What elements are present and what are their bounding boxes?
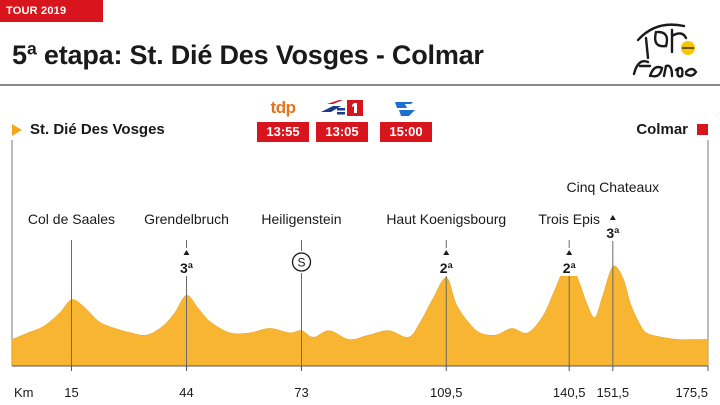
stage-title: 5ª etapa: St. Dié Des Vosges - Colmar <box>12 40 484 70</box>
mountain-icon <box>443 250 450 255</box>
teledeporte-icon <box>395 102 415 116</box>
climb-name: Grendelbruch <box>144 211 229 227</box>
x-tick-label: 151,5 <box>597 385 630 400</box>
sprint-icon <box>291 252 312 272</box>
start-town: St. Dié Des Vosges <box>30 121 165 138</box>
broadcast-la1: 13:05 <box>316 98 368 142</box>
climb-name: Col de Saales <box>28 211 115 227</box>
tdp-logo: tdp <box>270 98 296 117</box>
finish-town: Colmar <box>636 121 688 138</box>
broadcast-time: 15:00 <box>380 122 432 142</box>
start-label: St. Dié Des Vosges <box>12 121 165 138</box>
sprint-label: S <box>297 256 305 270</box>
climb-name: Heiligenstein <box>261 211 341 227</box>
tour-tag: TOUR 2019 <box>0 0 103 22</box>
x-tick-label: 73 <box>294 385 308 400</box>
mountain-icon <box>566 250 573 255</box>
mountain-icon <box>609 215 616 220</box>
x-tick-label: 140,5 <box>553 385 586 400</box>
finish-label: Colmar <box>636 121 708 138</box>
broadcast-teledeporte: 15:00 <box>380 98 432 142</box>
broadcast-tdp: tdp 13:55 <box>257 98 309 142</box>
climb-name: Haut Koenigsbourg <box>386 211 506 227</box>
mountain-icon <box>183 250 190 255</box>
finish-marker-icon <box>697 124 708 135</box>
tour-de-france-logo <box>632 23 698 78</box>
x-axis-label: Km <box>14 385 34 400</box>
title-divider <box>0 84 720 86</box>
climb-name: Cinq Chateaux <box>567 179 660 195</box>
climb-category: 3ª <box>180 260 194 276</box>
climb-category: 3ª <box>606 225 620 241</box>
start-marker-icon <box>12 123 22 136</box>
elevation-area <box>11 259 709 367</box>
stage-profile-chart: Col de Saales Grendelbruch 3ª Heiligenstein… <box>11 140 709 400</box>
climb-category: 2ª <box>440 260 454 276</box>
la-1-icon <box>321 100 363 116</box>
broadcast-time: 13:55 <box>257 122 309 142</box>
x-tick-label: 175,5 <box>675 385 708 400</box>
x-tick-label: 44 <box>179 385 193 400</box>
climb-name: Trois Epis <box>538 211 600 227</box>
broadcast-time: 13:05 <box>316 122 368 142</box>
x-tick-label: 109,5 <box>430 385 463 400</box>
x-tick-label: 15 <box>64 385 78 400</box>
climb-category: 2ª <box>563 260 577 276</box>
